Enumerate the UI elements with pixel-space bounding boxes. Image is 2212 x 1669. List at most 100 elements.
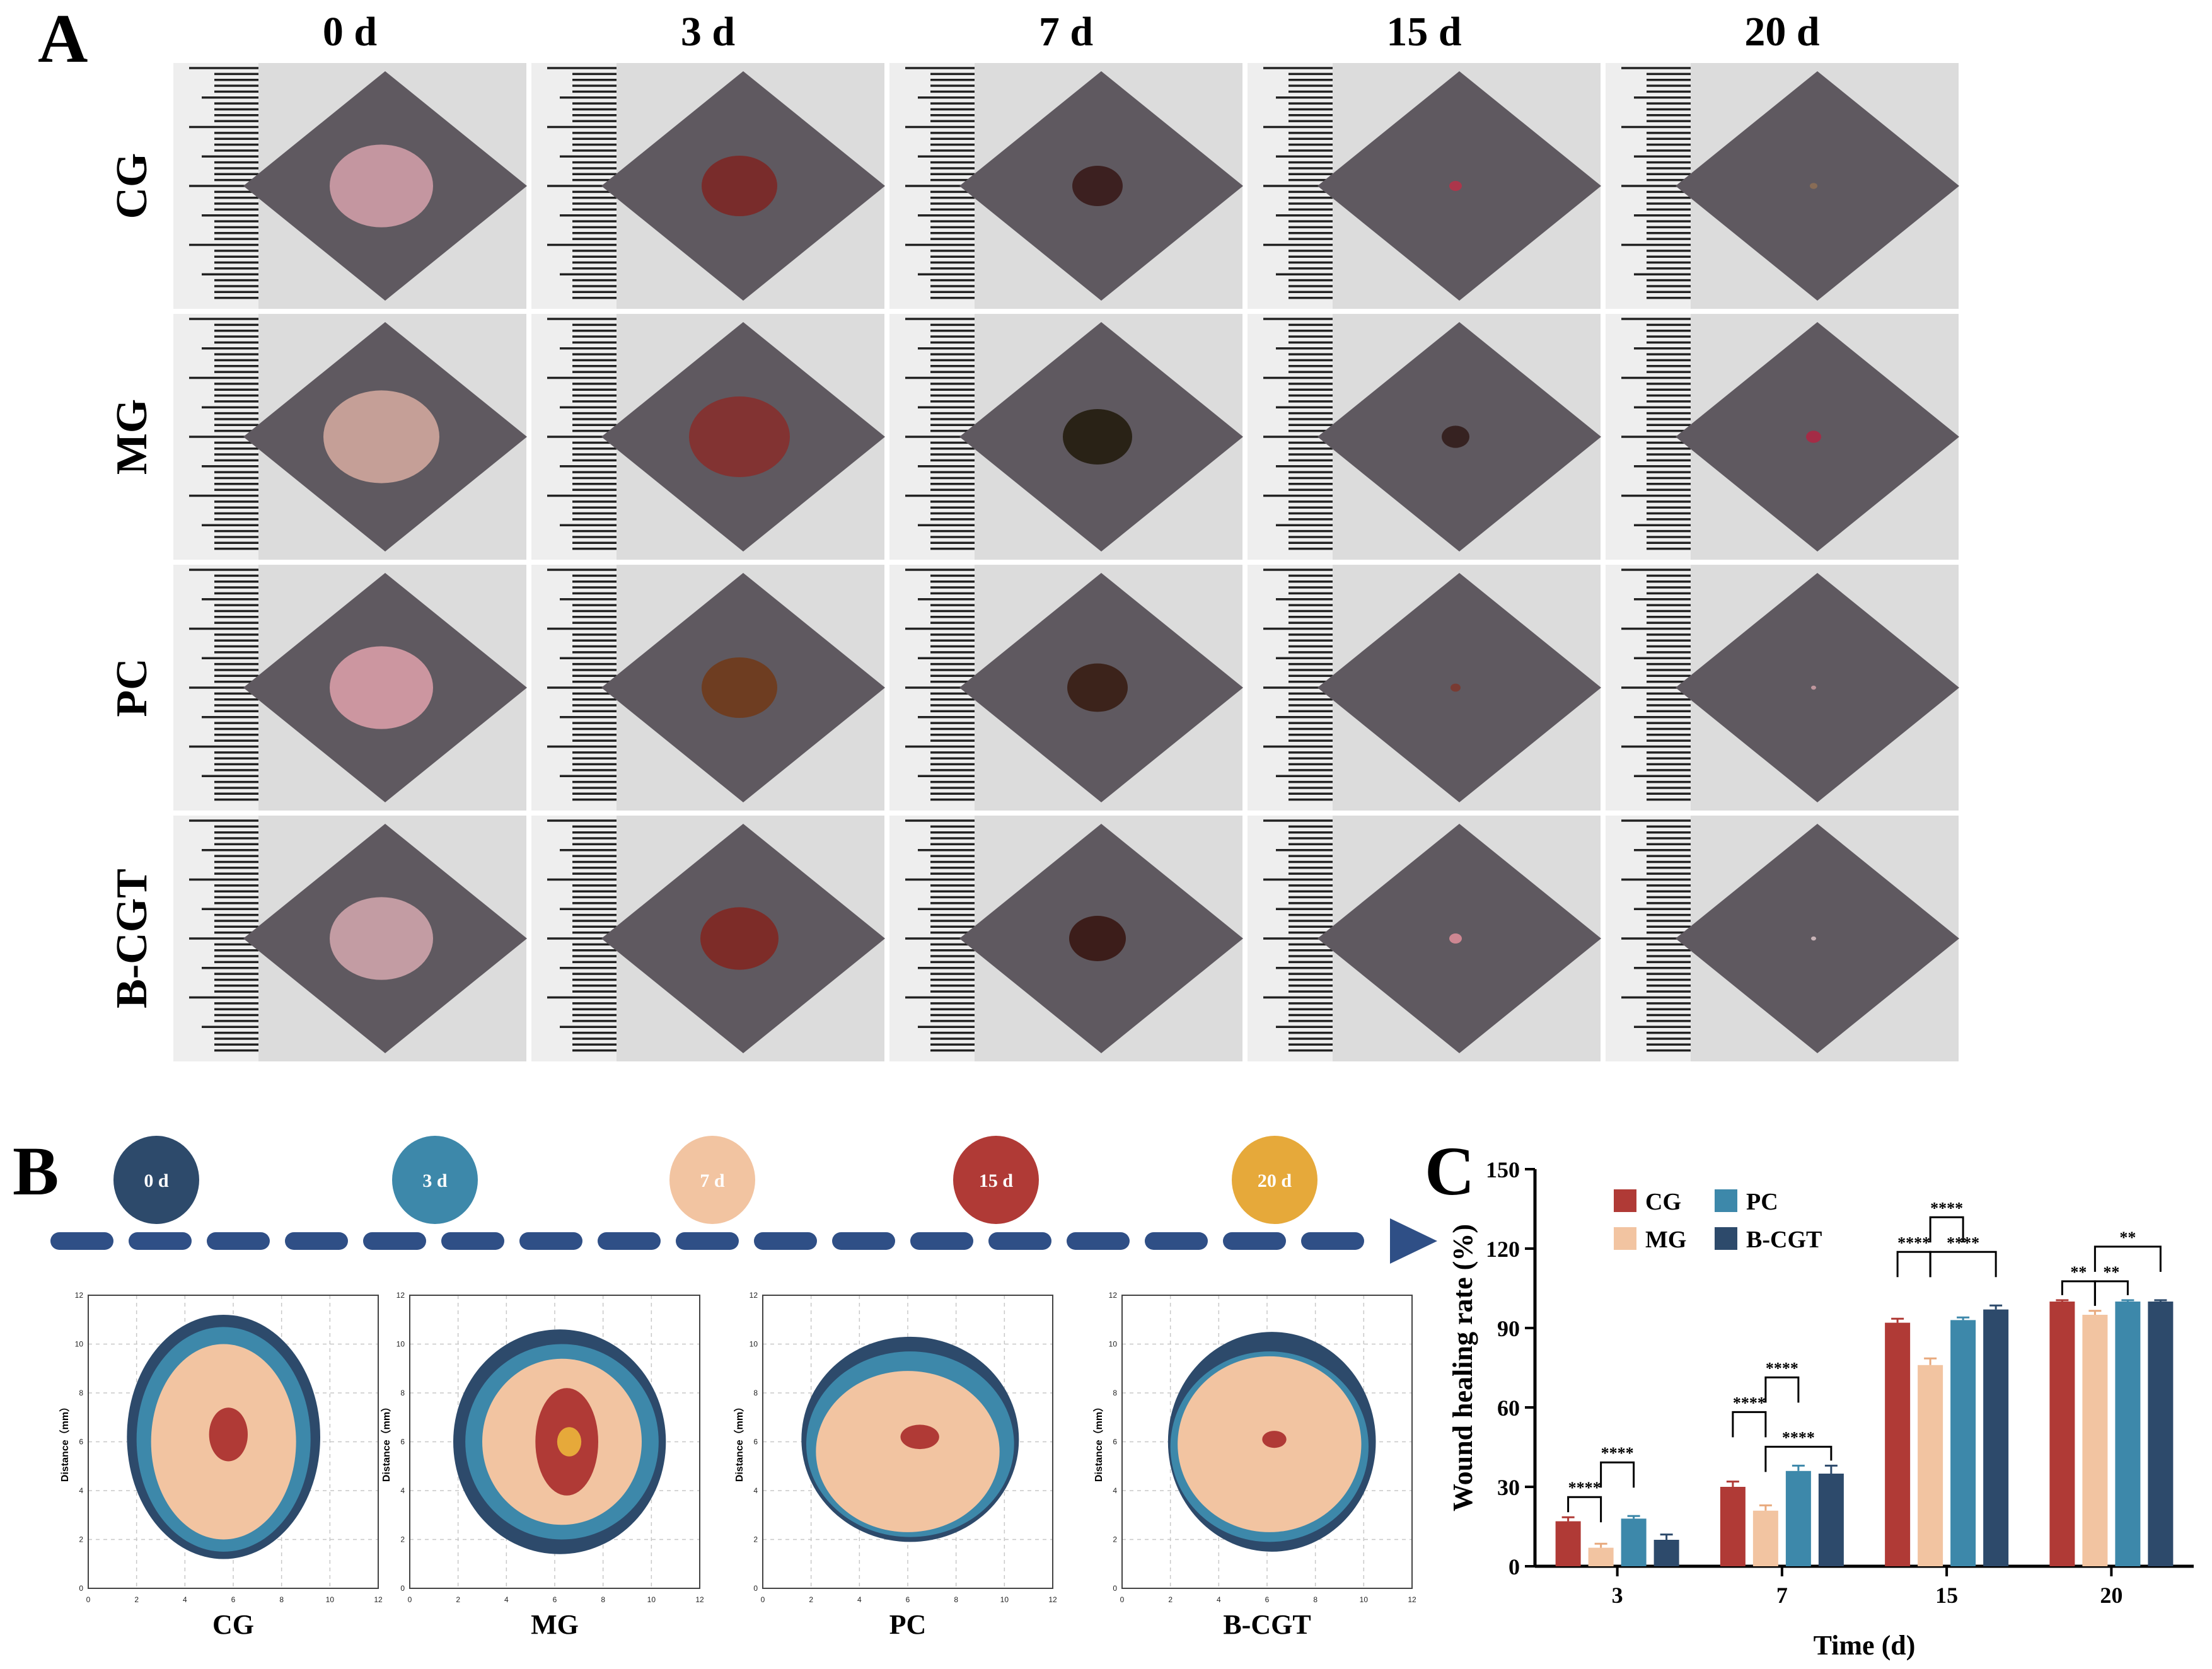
panel-a-photo-grid: 0 d 3 d 7 d 15 d 20 d CG MG PC B-CGT <box>108 9 1959 1061</box>
wound-photo <box>173 816 527 1061</box>
contour-plot: 00 2 2 4 4 6 6 8 8 10 10 12 12 B-CGT Distance（mm） <box>1093 1291 1416 1640</box>
bar <box>1818 1474 1844 1566</box>
wound-contour <box>1262 1431 1287 1448</box>
significance-bracket <box>2093 1245 2162 1272</box>
x-tick-label: 12 <box>695 1595 704 1604</box>
column-header: 20 d <box>1744 9 1819 55</box>
row-header: B-CGT <box>108 869 156 1008</box>
plot-frame <box>88 1295 379 1589</box>
x-tick-label: 10 <box>1000 1595 1009 1604</box>
wound <box>1451 683 1461 692</box>
y-tick-label: 0 <box>1113 1584 1117 1593</box>
y-tick-label: 8 <box>753 1389 758 1397</box>
wound <box>330 144 433 228</box>
y-tick-label: 4 <box>79 1486 83 1495</box>
wound-photo <box>1248 816 1601 1061</box>
significance-label: **** <box>1733 1394 1766 1412</box>
wound <box>1442 425 1469 448</box>
wound <box>689 396 790 477</box>
x-tick-label: 4 <box>504 1595 509 1604</box>
timeline-dash <box>363 1232 426 1250</box>
skin-patch <box>1676 824 1959 1053</box>
wound-photo <box>1606 314 1959 560</box>
timeline-label: 7 d <box>700 1170 725 1191</box>
contour-plot-title: MG <box>531 1609 579 1640</box>
significance-label: **** <box>1782 1428 1815 1447</box>
wound-photo <box>1248 565 1601 811</box>
x-tick-label: 10 <box>1360 1595 1369 1604</box>
y-tick-label: 8 <box>79 1389 83 1397</box>
wound-photo <box>173 565 527 811</box>
legend: CG PC MG B-CGT <box>1614 1189 1822 1253</box>
x-tick-label: 2 <box>456 1595 460 1604</box>
y-tick-label: 0 <box>400 1584 405 1593</box>
x-tick-label: 15 <box>1935 1583 1958 1608</box>
timeline-dash <box>910 1232 973 1250</box>
significance-label: ** <box>2070 1263 2087 1281</box>
contour-plot: 00 2 2 4 4 6 6 8 8 10 10 12 12 PC Distance（mm） <box>734 1291 1057 1640</box>
y-tick-label: 30 <box>1497 1475 1520 1500</box>
wound <box>1067 663 1128 712</box>
significance-label: **** <box>1930 1199 1963 1217</box>
wound-contour <box>900 1424 939 1450</box>
y-tick-label: 4 <box>753 1486 758 1495</box>
wound-contour <box>816 1371 1000 1532</box>
contour-plot-title: CG <box>212 1609 254 1640</box>
y-tick-label: 0 <box>1508 1554 1520 1579</box>
timeline-dash <box>1067 1232 1130 1250</box>
row-header: MG <box>108 399 156 475</box>
y-tick-label: 6 <box>79 1438 83 1447</box>
timeline-label: 15 d <box>979 1170 1014 1191</box>
y-tick-label: 150 <box>1486 1157 1520 1182</box>
x-tick-label: 10 <box>326 1595 335 1604</box>
y-tick-label: 4 <box>1113 1486 1117 1495</box>
x-tick-label: 2 <box>809 1595 813 1604</box>
y-tick-label: 10 <box>750 1340 758 1349</box>
y-tick-label: 8 <box>1113 1389 1117 1397</box>
wound-photo <box>889 314 1243 560</box>
wound <box>1811 685 1816 690</box>
y-tick-label: 8 <box>400 1389 405 1397</box>
wound-photo <box>1248 63 1601 309</box>
x-tick-label: 12 <box>1408 1595 1416 1604</box>
timeline-dash <box>676 1232 739 1250</box>
x-tick-label: 4 <box>183 1595 187 1604</box>
y-tick-label: 10 <box>397 1340 405 1349</box>
plot-frame <box>1121 1295 1413 1589</box>
legend-label: CG <box>1645 1189 1681 1215</box>
panel-c-letter: C <box>1425 1133 1474 1210</box>
significance-label: ** <box>2119 1228 2136 1247</box>
row-header: PC <box>108 658 156 717</box>
skin-patch <box>1676 573 1959 802</box>
x-tick-label: 2 <box>1168 1595 1173 1604</box>
timeline-dash <box>598 1232 661 1250</box>
plot-frame <box>409 1295 700 1589</box>
significance-bracket <box>1764 1445 1833 1472</box>
y-axis-label: Distance（mm） <box>381 1402 392 1482</box>
wound-photo <box>173 314 527 560</box>
y-tick-label: 4 <box>400 1486 405 1495</box>
wound <box>1063 409 1132 465</box>
timeline-dash <box>285 1232 348 1250</box>
wound <box>1449 181 1462 191</box>
panel-b-letter: B <box>13 1133 59 1210</box>
y-axis-label: Distance（mm） <box>59 1402 71 1482</box>
bar <box>1621 1518 1647 1566</box>
y-tick-label: 12 <box>75 1291 84 1300</box>
wound <box>702 156 777 216</box>
x-tick-label: 8 <box>601 1595 605 1604</box>
timeline-dash <box>988 1232 1051 1250</box>
legend-swatch <box>1614 1227 1636 1250</box>
x-tick-label: 10 <box>647 1595 656 1604</box>
timeline-label: 0 d <box>144 1170 169 1191</box>
bar <box>2148 1302 2174 1566</box>
y-tick-label: 2 <box>79 1535 83 1544</box>
x-tick-label: 6 <box>1265 1595 1270 1604</box>
x-tick-label: 4 <box>857 1595 862 1604</box>
wound <box>330 646 433 729</box>
wound-photo <box>531 63 885 309</box>
y-tick-label: 120 <box>1486 1237 1520 1262</box>
x-tick-label: 6 <box>906 1595 910 1604</box>
x-tick-label: 4 <box>1217 1595 1221 1604</box>
x-tick-label: 3 <box>1612 1583 1623 1608</box>
